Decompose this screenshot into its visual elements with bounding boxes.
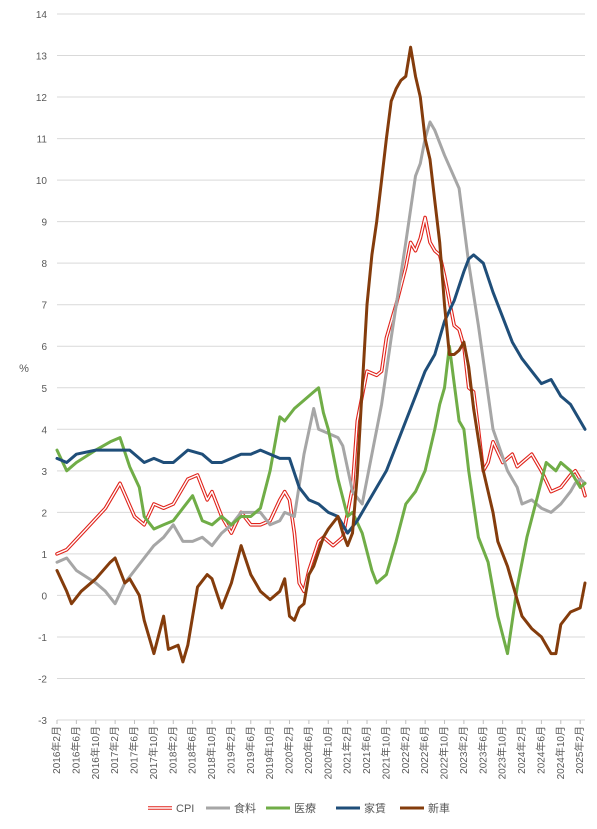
x-tick-label: 2024年2月 <box>515 726 528 774</box>
y-tick-label: 8 <box>41 259 47 270</box>
y-tick-label: 10 <box>36 176 48 187</box>
x-tick-label: 2023年6月 <box>476 726 489 774</box>
x-tick-label: 2020年6月 <box>302 726 315 774</box>
x-tick-label: 2025年2月 <box>573 726 586 774</box>
x-tick-label: 2023年10月 <box>496 726 509 779</box>
x-tick-label: 2023年2月 <box>457 726 470 774</box>
series-lines <box>55 45 587 664</box>
legend-label: 家賃 <box>364 801 386 815</box>
y-tick-label: 9 <box>41 218 47 229</box>
legend-label: 食料 <box>234 801 256 815</box>
series-line-inner-CPI <box>56 216 586 592</box>
legend-label: 新車 <box>428 801 450 815</box>
y-tick-label: 5 <box>41 384 47 395</box>
legend-label: CPI <box>176 803 194 815</box>
y-tick-label: 2 <box>41 508 47 519</box>
x-tick-label: 2022年6月 <box>418 726 431 774</box>
x-tick-label: 2022年10月 <box>438 726 451 779</box>
x-tick-label: 2017年6月 <box>128 726 141 774</box>
y-axis-label: % <box>19 363 29 375</box>
series-line-新車 <box>55 45 587 664</box>
y-tick-label: 13 <box>36 52 48 63</box>
y-tick-label: 7 <box>41 301 47 312</box>
x-tick-label: 2018年10月 <box>205 726 218 779</box>
x-tick-label: 2016年6月 <box>69 726 82 774</box>
x-tick-label: 2016年2月 <box>50 726 63 774</box>
x-tick-label: 2018年6月 <box>186 726 199 774</box>
series-line-家賃 <box>55 253 587 535</box>
x-tick-label: 2018年2月 <box>166 726 179 774</box>
series-line-食料 <box>55 120 587 606</box>
y-tick-label: -2 <box>38 674 47 685</box>
x-tick-label: 2017年10月 <box>147 726 160 779</box>
y-tick-label: 1 <box>41 550 47 561</box>
x-tick-label: 2021年2月 <box>341 726 354 774</box>
y-tick-label: -1 <box>38 633 47 644</box>
legend-label: 医療 <box>294 801 316 815</box>
x-tick-label: 2021年10月 <box>379 726 392 779</box>
y-tick-label: 0 <box>41 591 47 602</box>
y-tick-label: 12 <box>36 93 48 104</box>
x-tick-label: 2024年6月 <box>534 726 547 774</box>
y-tick-label: -3 <box>38 716 47 727</box>
x-tick-label: 2017年2月 <box>108 726 121 774</box>
x-axis: 2016年2月 2016年6月 2016年10月 2017年2月 2017年6月 2017… <box>50 720 586 779</box>
y-tick-label: 4 <box>41 425 47 436</box>
x-tick-label: 2019年2月 <box>224 726 237 774</box>
x-tick-label: 2019年6月 <box>244 726 257 774</box>
legend: CPI 食料 医療 家賃 新車 <box>148 801 450 815</box>
x-tick-label: 2020年10月 <box>321 726 334 779</box>
y-tick-label: 14 <box>36 10 48 21</box>
series-line-医療 <box>55 344 587 656</box>
x-tick-label: 2024年10月 <box>554 726 567 779</box>
x-tick-label: 2019年10月 <box>263 726 276 779</box>
y-tick-label: 6 <box>41 342 47 353</box>
x-tick-label: 2021年6月 <box>360 726 373 774</box>
y-tick-label: 11 <box>37 135 48 146</box>
y-tick-label: 3 <box>41 467 47 478</box>
x-tick-label: 2022年2月 <box>399 726 412 774</box>
x-tick-label: 2020年2月 <box>283 726 296 774</box>
x-tick-label: 2016年10月 <box>89 726 102 779</box>
